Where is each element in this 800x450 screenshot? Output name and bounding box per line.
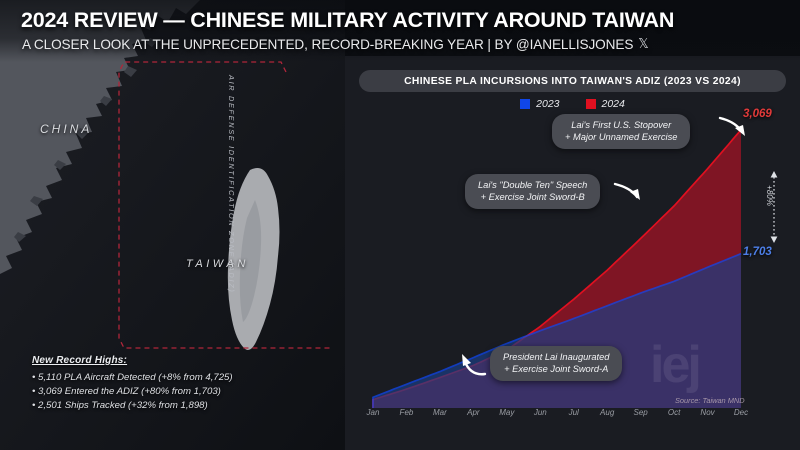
x-axis-tick: Jul <box>568 408 579 417</box>
chart-legend: 2023 2024 <box>345 98 800 110</box>
x-axis-tick: Jan <box>366 408 380 417</box>
legend-swatch-2023 <box>520 99 531 109</box>
growth-percent-label: +80% <box>764 185 774 206</box>
header-banner: 2024 REVIEW — CHINESE MILITARY ACTIVITY … <box>0 0 800 62</box>
page-subtitle: A CLOSER LOOK AT THE UNPRECEDENTED, RECO… <box>22 36 649 52</box>
list-item: 3,069 Entered the ADIZ (+80% from 1,703) <box>32 385 233 399</box>
x-axis-tick: Feb <box>399 408 414 417</box>
brand-watermark: iej <box>650 336 702 394</box>
adiz-boundary <box>118 61 330 349</box>
legend-item-2024: 2024 <box>585 98 625 110</box>
legend-item-2023: 2023 <box>520 98 560 110</box>
x-axis-tick: Apr <box>467 408 480 417</box>
taiwan-relief <box>239 200 262 322</box>
x-axis-tick: Nov <box>700 408 715 417</box>
x-axis-tick: Aug <box>600 408 615 417</box>
legend-label-2023: 2023 <box>536 98 560 110</box>
record-highs-list: 5,110 PLA Aircraft Detected (+8% from 4,… <box>32 371 233 414</box>
end-value-2024: 3,069 <box>743 108 772 120</box>
x-axis-tick: Dec <box>733 408 749 417</box>
end-value-2023: 1,703 <box>743 246 772 258</box>
source-attribution: Source: Taiwan MND <box>675 396 745 405</box>
annotation-line-2: + Major Unnamed Exercise <box>565 132 678 143</box>
growth-arrow-icon <box>770 171 778 243</box>
x-axis-tick: Mar <box>433 408 447 417</box>
subtitle-text: A CLOSER LOOK AT THE UNPRECEDENTED, RECO… <box>22 36 634 52</box>
list-item: 5,110 PLA Aircraft Detected (+8% from 4,… <box>32 371 233 385</box>
annotation-line-2: + Exercise Joint Sword-A <box>504 364 609 375</box>
x-axis: Jan Feb Mar Apr May Jun Jul Aug Sep Oct Nov Dec <box>345 408 800 428</box>
x-axis-tick: Jun <box>533 408 547 417</box>
x-logo-icon: 𝕏 <box>638 36 649 51</box>
annotation-double-ten: Lai's "Double Ten" Speech + Exercise Joi… <box>465 174 601 209</box>
map-label-taiwan: TAIWAN <box>186 258 249 270</box>
annotation-line-1: President Lai Inaugurated <box>503 352 610 362</box>
legend-swatch-2024 <box>585 99 596 109</box>
annotation-line-2: + Exercise Joint Sword-B <box>480 192 585 203</box>
line-2023 <box>372 252 742 408</box>
list-item: 2,501 Ships Tracked (+32% from 1,898) <box>32 399 233 413</box>
x-axis-tick: May <box>499 408 515 417</box>
record-highs-title: New Record Highs: <box>32 355 128 366</box>
page-title: 2024 REVIEW — CHINESE MILITARY ACTIVITY … <box>21 8 675 32</box>
map-label-china: CHINA <box>40 122 93 136</box>
china-landmass <box>0 0 200 274</box>
x-axis-tick: Sep <box>633 408 648 417</box>
map-label-adiz: AIR DEFENSE IDENTIFICATION ZONE (ADIZ) <box>227 75 236 294</box>
annotation-lai-inaugurated: President Lai Inaugurated + Exercise Joi… <box>490 346 623 381</box>
legend-label-2024: 2024 <box>601 98 625 110</box>
annotation-us-stopover: Lai's First U.S. Stopover + Major Unname… <box>552 114 691 149</box>
taiwan-strait-map: CHINA TAIWAN AIR DEFENSE IDENTIFICATION … <box>0 0 345 450</box>
chart-panel: CHINESE PLA INCURSIONS INTO TAIWAN'S ADI… <box>345 56 800 450</box>
annotation-line-1: Lai's First U.S. Stopover <box>571 120 672 130</box>
annotation-line-1: Lai's "Double Ten" Speech <box>478 180 588 190</box>
x-axis-tick: Oct <box>667 408 681 417</box>
chart-title: CHINESE PLA INCURSIONS INTO TAIWAN'S ADI… <box>359 70 786 92</box>
record-highs-callout: New Record Highs: 5,110 PLA Aircraft Det… <box>32 354 233 413</box>
